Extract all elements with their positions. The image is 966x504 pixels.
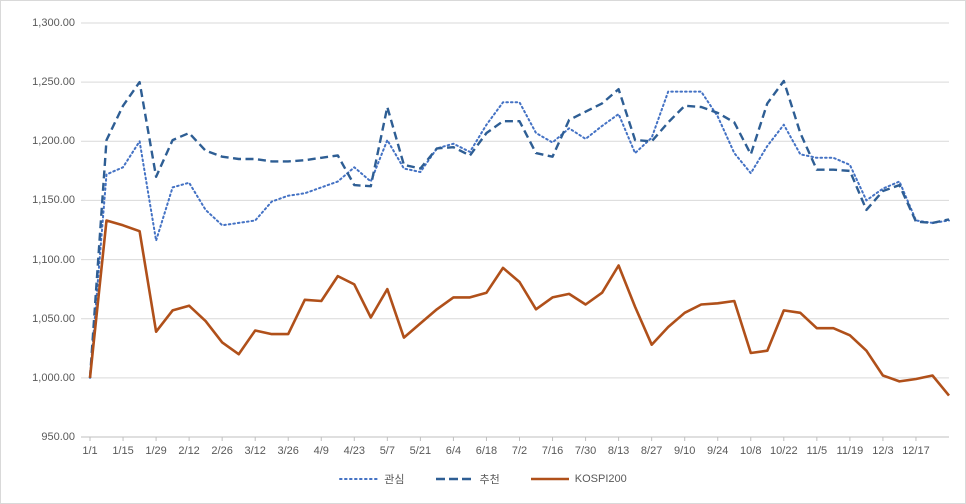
y-axis-label: 1,150.00 bbox=[32, 194, 75, 207]
x-axis-label: 7/30 bbox=[574, 445, 597, 457]
x-axis-label: 1/1 bbox=[82, 445, 98, 457]
y-axis-label: 950.00 bbox=[41, 431, 75, 443]
x-axis-label: 4/23 bbox=[343, 445, 365, 457]
chart-legend: 관심 추천 KOSPI200 bbox=[1, 471, 965, 487]
legend-dotted-line-icon bbox=[339, 478, 380, 480]
x-axis-label: 6/4 bbox=[445, 445, 462, 457]
legend-label: 추천 bbox=[479, 474, 500, 486]
x-axis-label: 3/26 bbox=[277, 445, 299, 457]
x-axis-label: 5/21 bbox=[409, 445, 432, 457]
x-axis-label: 9/24 bbox=[707, 445, 729, 457]
y-axis-label: 1,100.00 bbox=[32, 253, 75, 266]
legend-label: KOSPI200 bbox=[574, 473, 627, 485]
x-axis-label: 2/12 bbox=[178, 445, 200, 457]
y-axis-label: 1,250.00 bbox=[32, 76, 75, 89]
legend-solid-line-icon bbox=[530, 477, 569, 481]
legend-item-KOSPI200: KOSPI200 bbox=[530, 473, 627, 485]
x-axis-label: 12/3 bbox=[872, 445, 894, 457]
x-axis-label: 7/16 bbox=[541, 445, 564, 457]
x-axis-label: 3/12 bbox=[244, 445, 266, 457]
legend-item-관심: 관심 bbox=[339, 471, 405, 487]
x-axis-label: 1/29 bbox=[145, 445, 167, 457]
series-line-0-관심 bbox=[89, 90, 950, 379]
x-axis-label: 11/19 bbox=[836, 445, 864, 457]
x-axis-label: 8/27 bbox=[640, 445, 663, 457]
series-line-2-KOSPI200 bbox=[88, 219, 951, 397]
series-line-1-추천 bbox=[88, 79, 950, 378]
x-axis-label: 2/26 bbox=[211, 445, 233, 457]
x-axis-label: 11/5 bbox=[806, 445, 828, 457]
x-axis-label: 5/7 bbox=[379, 445, 395, 457]
x-axis-label: 10/8 bbox=[740, 445, 762, 457]
x-axis-label: 7/2 bbox=[511, 445, 528, 457]
x-axis-label: 8/13 bbox=[607, 445, 630, 457]
x-axis-label: 10/22 bbox=[770, 445, 798, 457]
x-axis-label: 1/15 bbox=[112, 445, 134, 457]
x-axis-label: 12/17 bbox=[902, 445, 930, 457]
legend-item-추천: 추천 bbox=[435, 471, 500, 487]
x-axis-label: 9/10 bbox=[673, 445, 696, 457]
y-axis-label: 1,000.00 bbox=[32, 371, 75, 384]
y-axis-label: 1,050.00 bbox=[32, 312, 75, 325]
legend-label: 관심 bbox=[384, 474, 405, 486]
x-axis-label: 4/9 bbox=[313, 445, 329, 457]
x-axis-label: 6/18 bbox=[475, 445, 498, 457]
y-axis-label: 1,200.00 bbox=[32, 135, 75, 148]
y-axis-label: 1,300.00 bbox=[32, 17, 75, 29]
legend-dashed-line-icon bbox=[435, 477, 474, 481]
